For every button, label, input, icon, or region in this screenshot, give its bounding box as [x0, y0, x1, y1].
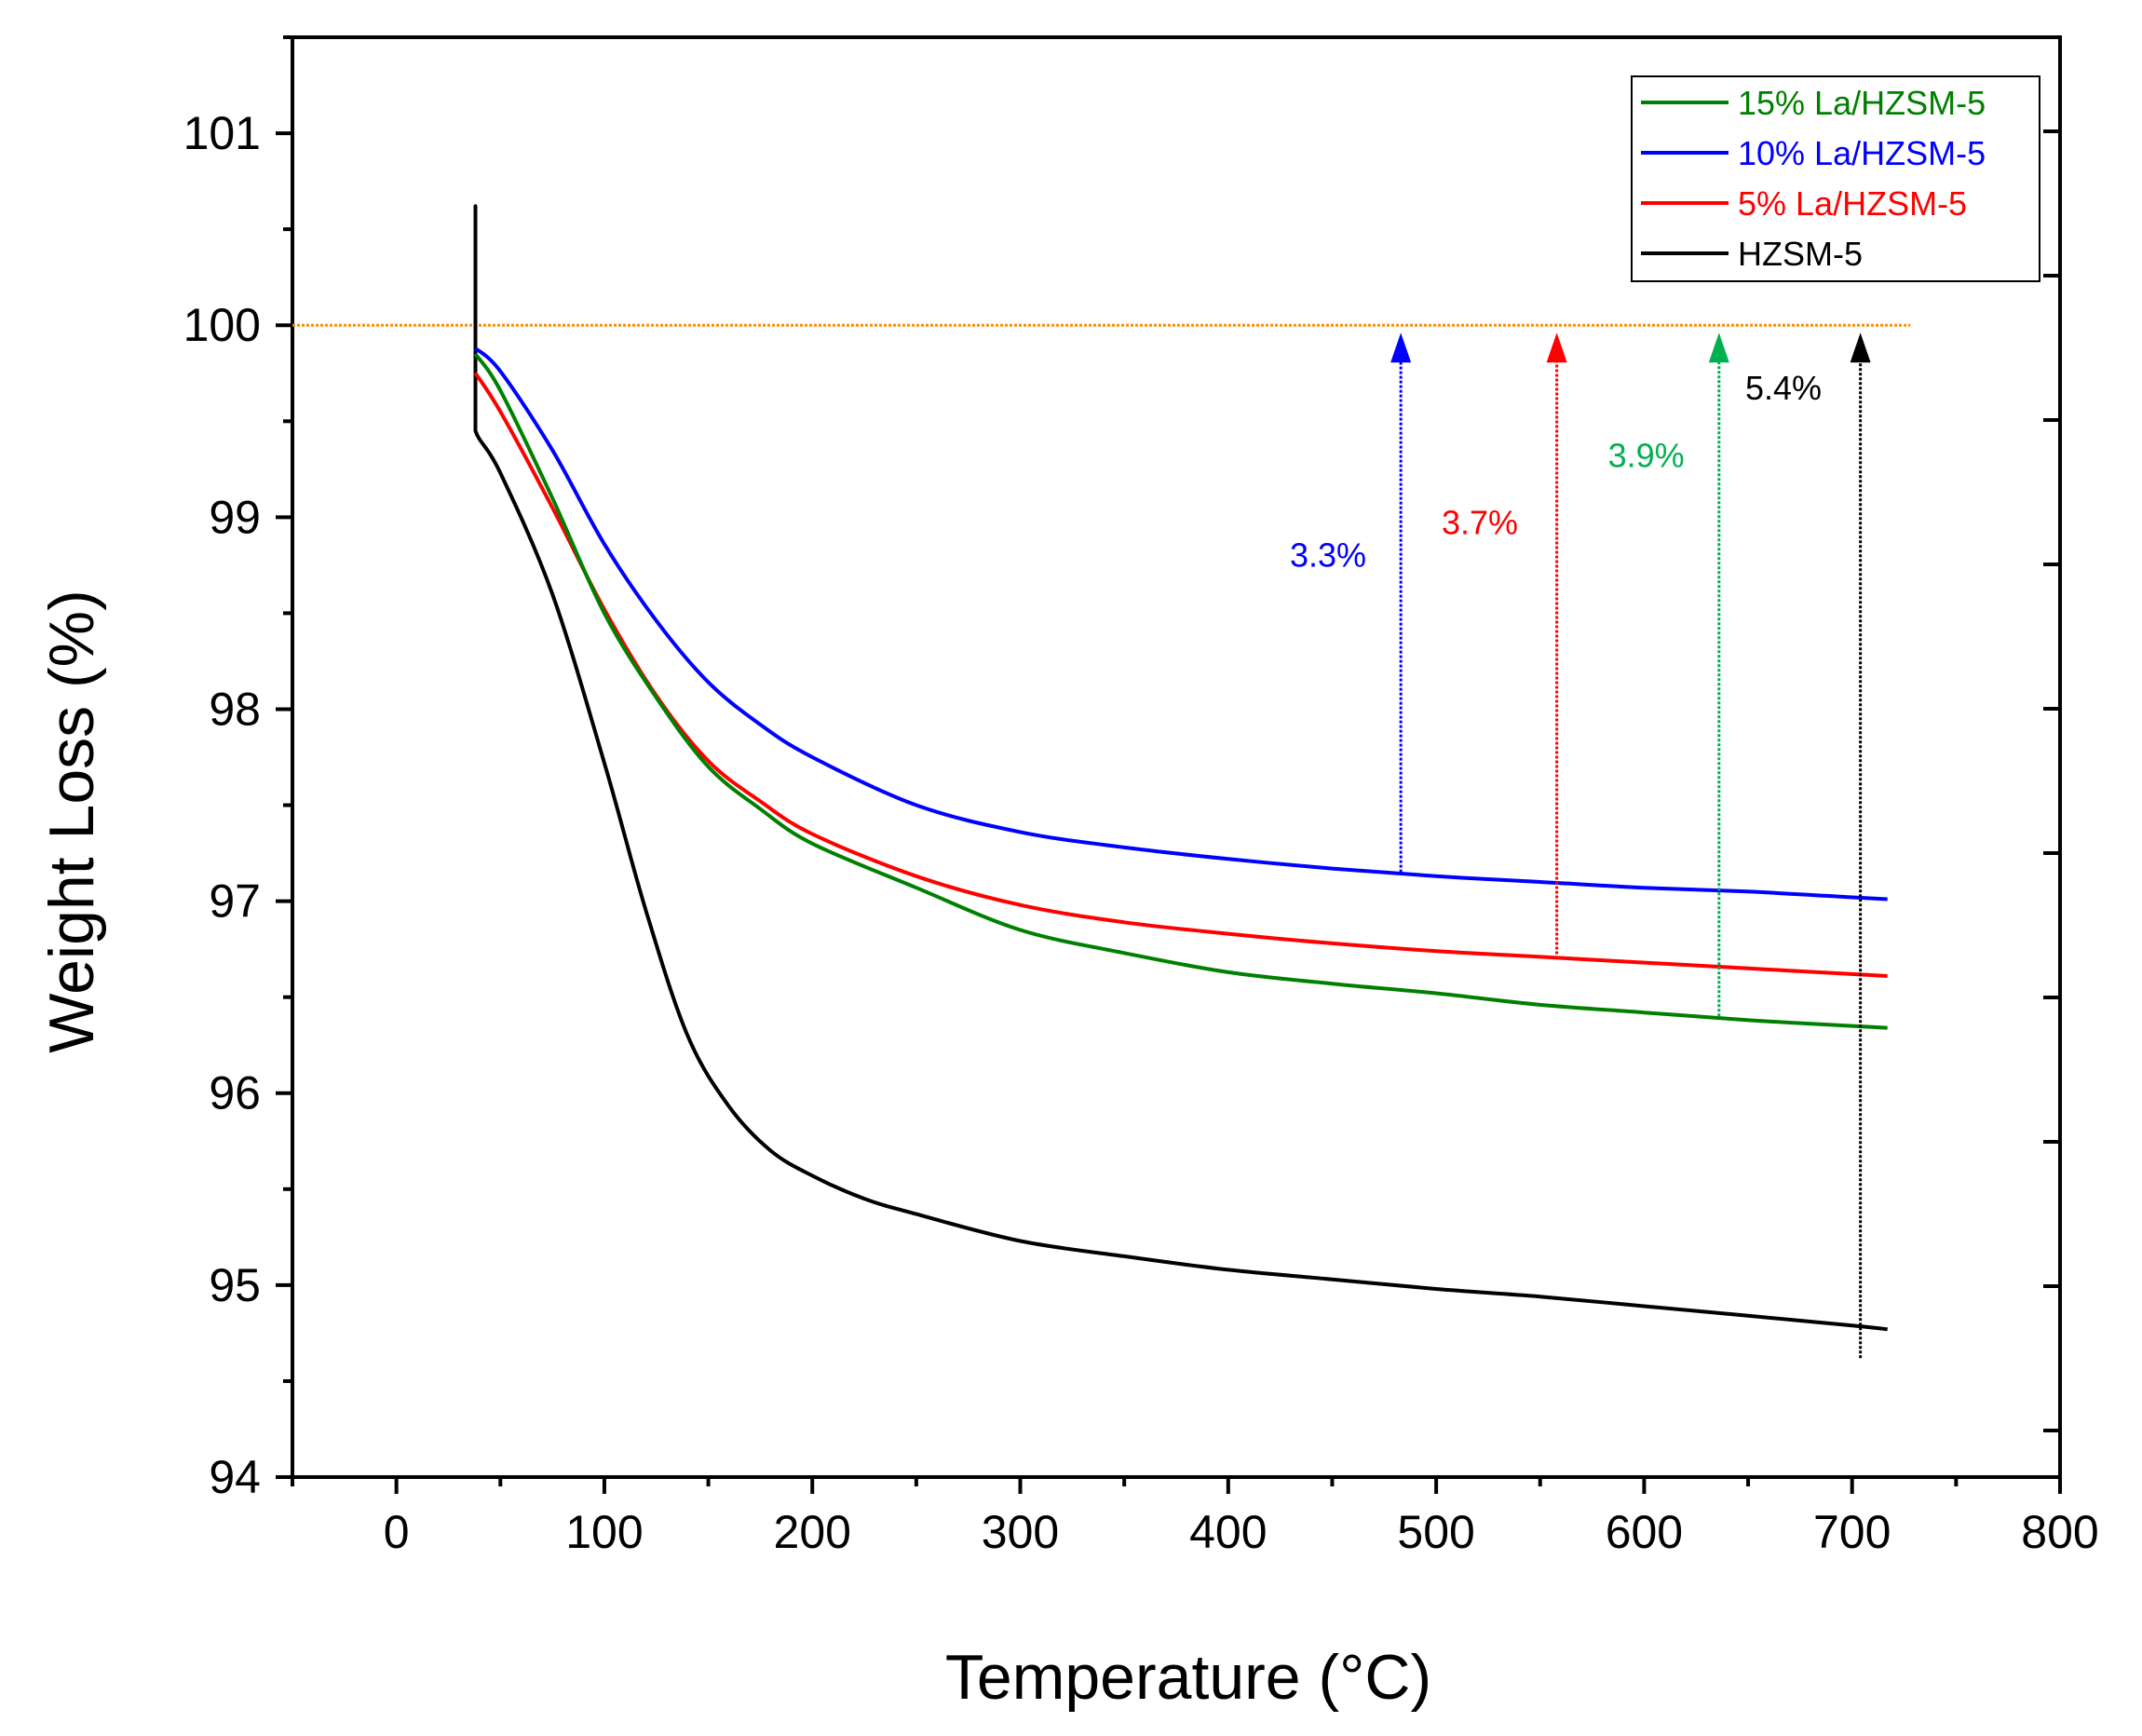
plot-border — [291, 35, 2062, 1479]
legend: 15% La/HZSM-5 10% La/HZSM-5 5% La/HZSM-5 HZ… — [1631, 75, 2040, 282]
plot-frame — [291, 35, 2062, 1479]
y-tick-label-98: 98 — [209, 683, 261, 735]
legend-label-15pct-la-hzsm-5: 15% La/HZSM-5 — [1738, 84, 1986, 122]
series-line-10pct-la-hzsm-5 — [474, 346, 1888, 902]
legend-box — [1631, 75, 2040, 282]
annotation-label-4: 5.4% — [1745, 369, 1822, 407]
series-group — [473, 204, 1888, 1332]
y-tick-label-95: 95 — [209, 1259, 261, 1311]
legend-label-10pct-la-hzsm-5: 10% La/HZSM-5 — [1738, 134, 1986, 172]
y-axis-title: Weight Loss (%) — [36, 590, 107, 1053]
annotation-label-1: 3.3% — [1290, 536, 1366, 575]
legend-label-5pct-la-hzsm-5: 5% La/HZSM-5 — [1738, 184, 1967, 223]
annotation-arrow-head-4 — [1850, 332, 1871, 363]
x-tick-label-800: 800 — [2021, 1506, 2098, 1558]
annotation-group: 3.3% 3.7% 3.9% 5.4% — [1290, 332, 1871, 1359]
x-tick-label-500: 500 — [1397, 1506, 1474, 1558]
annotation-label-2: 3.7% — [1442, 504, 1518, 542]
ticks-group: 0 100 200 300 400 500 600 700 800 94 95 96 97 98 99 100… — [183, 35, 2099, 1558]
x-tick-label-700: 700 — [1813, 1506, 1891, 1558]
annotation-arrow-head-2 — [1546, 332, 1567, 363]
x-tick-label-0: 0 — [384, 1506, 410, 1558]
series-line-hzsm-5 — [473, 204, 1888, 1332]
y-tick-label-96: 96 — [209, 1067, 261, 1119]
x-tick-label-400: 400 — [1189, 1506, 1267, 1558]
series-line-15pct-la-hzsm-5 — [473, 352, 1888, 1030]
y-tick-label-100: 100 — [183, 299, 261, 351]
annotation-arrow-head-3 — [1708, 332, 1729, 363]
x-tick-label-300: 300 — [982, 1506, 1059, 1558]
y-tick-label-97: 97 — [209, 875, 261, 928]
x-tick-label-600: 600 — [1606, 1506, 1683, 1558]
annotation-label-3: 3.9% — [1608, 436, 1685, 474]
y-tick-label-99: 99 — [209, 491, 261, 543]
y-tick-label-94: 94 — [209, 1451, 261, 1503]
x-tick-label-200: 200 — [774, 1506, 851, 1558]
x-axis-title: Temperature (°C) — [945, 1642, 1431, 1713]
x-tick-label-100: 100 — [565, 1506, 643, 1558]
legend-label-hzsm-5: HZSM-5 — [1738, 235, 1863, 273]
annotation-arrow-head-1 — [1390, 332, 1412, 363]
y-tick-label-101: 101 — [183, 107, 261, 159]
